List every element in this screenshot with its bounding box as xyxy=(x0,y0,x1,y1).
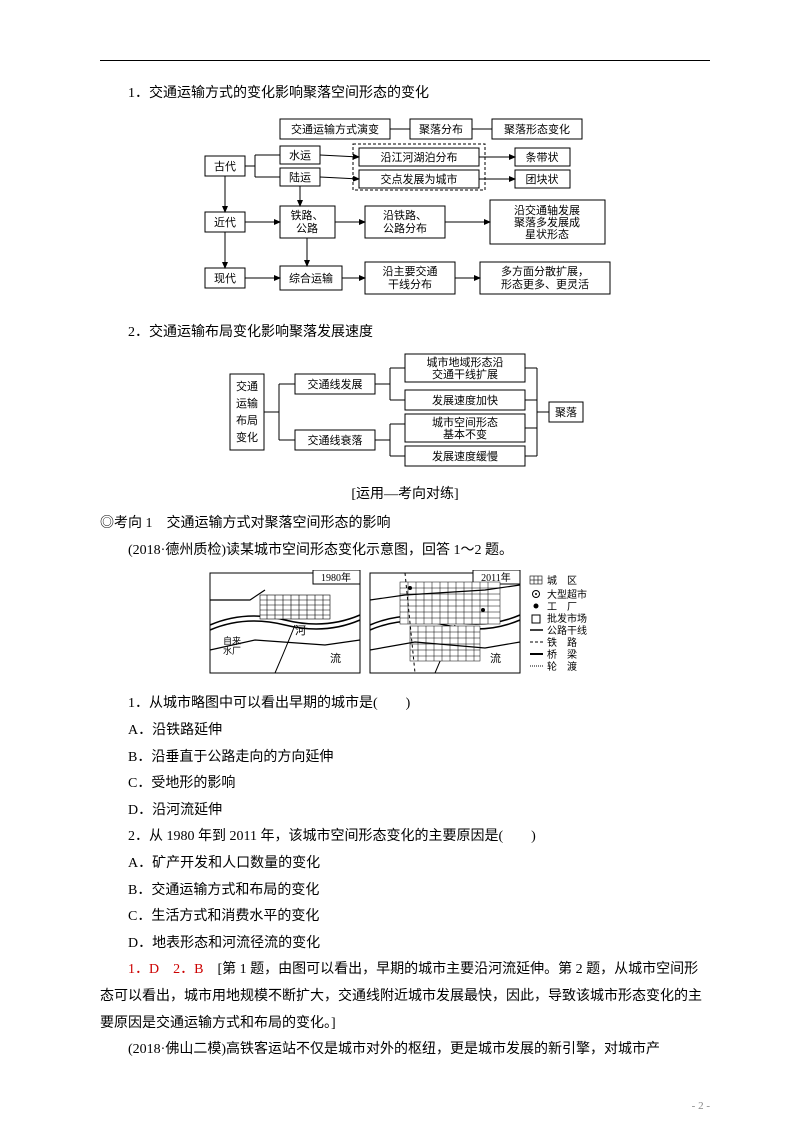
d1-d1: 沿江河湖泊分布 xyxy=(381,151,458,164)
d1-h2: 聚落分布 xyxy=(419,123,463,136)
q1-A: A．沿铁路延伸 xyxy=(100,718,710,745)
page-number: - 2 - xyxy=(692,1100,710,1112)
svg-text:变化: 变化 xyxy=(236,430,258,444)
q1-C: C．受地形的影响 xyxy=(100,771,710,798)
d2-a: 交通线发展 xyxy=(308,377,363,391)
q2-D: D．地表形态和河流径流的变化 xyxy=(100,931,710,958)
d2-b2: 发展速度缓慢 xyxy=(432,449,498,463)
svg-text:布局: 布局 xyxy=(236,414,258,427)
q2-stem: 2．从 1980 年到 2011 年，该城市空间形态变化的主要原因是( ) xyxy=(100,824,710,851)
svg-text:城市空间形态: 城市空间形态 xyxy=(432,415,498,429)
section-2-title: 2．交通运输布局变化影响聚落发展速度 xyxy=(100,320,710,347)
diagram-transport-evolution: 交通运输方式演变 聚落分布 聚落形态变化 古代 水运 陆运 沿江河湖泊分布 交点… xyxy=(100,114,710,314)
d1-m1: 水运 xyxy=(289,149,311,162)
svg-text:形态更多、更灵活: 形态更多、更灵活 xyxy=(501,277,589,291)
svg-text:基本不变: 基本不变 xyxy=(443,427,487,441)
svg-text:交通干线扩展: 交通干线扩展 xyxy=(432,367,498,381)
d1-f1: 条带状 xyxy=(526,150,559,164)
svg-text:城市地域形态沿: 城市地域形态沿 xyxy=(427,355,504,369)
leg-bridge: 桥 梁 xyxy=(547,648,577,661)
d2-a2: 发展速度加快 xyxy=(432,393,498,407)
leg-railway: 铁 路 xyxy=(547,636,577,649)
d1-era1: 古代 xyxy=(214,160,236,173)
mid-caption: [运用—考向对练] xyxy=(100,483,710,503)
d1-h3: 聚落形态变化 xyxy=(504,122,570,136)
q1-D: D．沿河流延伸 xyxy=(100,798,710,825)
svg-text:流: 流 xyxy=(490,651,501,665)
answer-2: 2．B xyxy=(173,962,203,977)
city-map-figure: 1980年 河 流 自来水厂 2011年 河 流 xyxy=(100,570,710,685)
svg-text:干线分布: 干线分布 xyxy=(388,277,432,291)
leg-market: 批发市场 xyxy=(547,612,587,625)
d2-right: 聚落 xyxy=(555,406,577,419)
d1-f2: 团块状 xyxy=(526,172,559,186)
svg-text:公路分布: 公路分布 xyxy=(383,222,427,235)
kx-label: ◎考向 1 交通运输方式对聚落空间形态的影响 xyxy=(100,511,710,538)
d1-h1: 交通运输方式演变 xyxy=(291,122,379,136)
d1-era3: 现代 xyxy=(214,272,236,285)
header-rule xyxy=(100,60,710,61)
leg-ferry: 轮 渡 xyxy=(547,660,577,673)
d2-b: 交通线衰落 xyxy=(308,433,363,447)
svg-text:公路: 公路 xyxy=(296,222,318,235)
q2-A: A．矿产开发和人口数量的变化 xyxy=(100,851,710,878)
diagram-layout-change: 交通 运输 布局 变化 交通线发展 交通线衰落 城市地域形态沿交通干线扩展 发展… xyxy=(100,352,710,477)
year-left: 1980年 xyxy=(321,571,351,584)
d1-era2: 近代 xyxy=(214,216,236,229)
answer-1: 1．D xyxy=(128,962,159,977)
d1-d2: 交点发展为城市 xyxy=(381,172,458,186)
svg-text:聚落多发展成: 聚落多发展成 xyxy=(514,215,580,229)
q-intro: (2018·德州质检)读某城市空间形态变化示意图，回答 1～2 题。 xyxy=(100,538,710,565)
svg-text:沿交通轴发展: 沿交通轴发展 xyxy=(514,203,580,217)
svg-text:交通: 交通 xyxy=(236,379,258,393)
d1-m2: 陆运 xyxy=(289,170,311,184)
leg-supermarket: 大型超市 xyxy=(547,588,587,601)
leg-factory: 工 厂 xyxy=(547,602,577,613)
q1-stem: 1．从城市略图中可以看出早期的城市是( ) xyxy=(100,691,710,718)
page: 1．交通运输方式的变化影响聚落空间形态的变化 交通运输方式演变 聚落分布 聚落形… xyxy=(0,0,800,1132)
svg-text:星状形态: 星状形态 xyxy=(525,227,569,241)
svg-text:流: 流 xyxy=(330,651,341,665)
leg-area: 城 区 xyxy=(547,575,577,587)
svg-text:河: 河 xyxy=(295,624,306,637)
d1-m3: 综合运输 xyxy=(289,271,333,285)
svg-text:多方面分散扩展，: 多方面分散扩展， xyxy=(501,264,589,278)
next-intro: (2018·佛山二模)高铁客运站不仅是城市对外的枢纽，更是城市发展的新引擎，对城… xyxy=(100,1037,710,1064)
svg-text:沿铁路、: 沿铁路、 xyxy=(383,209,427,222)
svg-text:自来: 自来 xyxy=(223,635,241,646)
svg-text:沿主要交通: 沿主要交通 xyxy=(383,264,438,278)
q1-B: B．沿垂直于公路走向的方向延伸 xyxy=(100,745,710,772)
answer-explain: 1．D 2．B [第 1 题，由图可以看出，早期的城市主要沿河流延伸。第 2 题… xyxy=(100,957,710,1037)
svg-text:运输: 运输 xyxy=(236,396,258,410)
q2-B: B．交通运输方式和布局的变化 xyxy=(100,878,710,905)
leg-highway: 公路干线 xyxy=(547,624,587,637)
section-1-title: 1．交通运输方式的变化影响聚落空间形态的变化 xyxy=(100,81,710,108)
svg-text:铁路、: 铁路、 xyxy=(291,209,324,222)
q2-C: C．生活方式和消费水平的变化 xyxy=(100,904,710,931)
